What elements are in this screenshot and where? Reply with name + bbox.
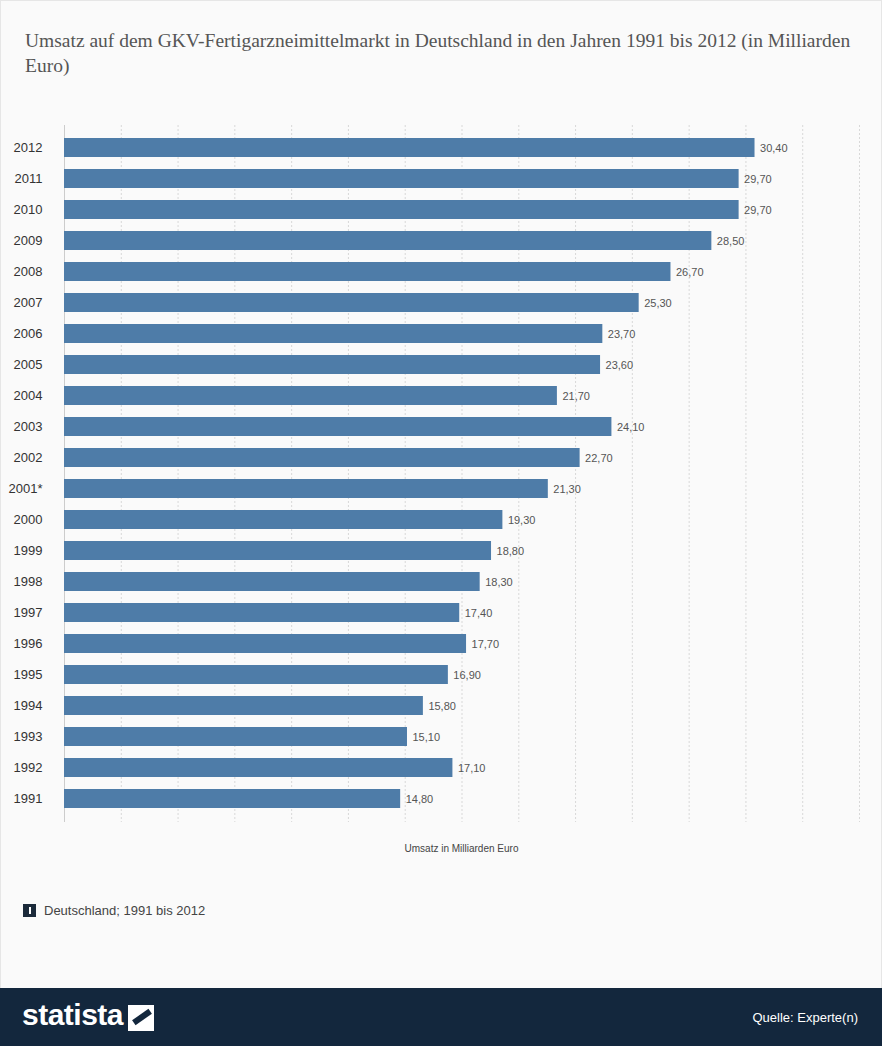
svg-text:17,40: 17,40 bbox=[465, 607, 493, 619]
svg-text:15,80: 15,80 bbox=[428, 700, 456, 712]
html-text:Umsatz in Milliarden Euro: Umsatz in Milliarden Euro bbox=[404, 843, 519, 854]
svg-text:17,70: 17,70 bbox=[472, 638, 500, 650]
html-text:statista: statista bbox=[22, 998, 123, 1031]
svg-text:16,90: 16,90 bbox=[453, 669, 481, 681]
svg-text:1994: 1994 bbox=[14, 698, 43, 713]
svg-text:2003: 2003 bbox=[14, 419, 43, 434]
svg-text:2006: 2006 bbox=[14, 326, 43, 341]
svg-text:19,30: 19,30 bbox=[508, 514, 536, 526]
svg-text:18,80: 18,80 bbox=[497, 545, 525, 557]
svg-text:18,30: 18,30 bbox=[485, 576, 513, 588]
svg-text:1997: 1997 bbox=[14, 605, 43, 620]
svg-text:23,60: 23,60 bbox=[606, 359, 634, 371]
svg-text:26,70: 26,70 bbox=[676, 266, 704, 278]
svg-text:2002: 2002 bbox=[14, 450, 43, 465]
html-text:Quelle: Experte(n): Quelle: Experte(n) bbox=[752, 1010, 858, 1025]
svg-text:2009: 2009 bbox=[14, 233, 43, 248]
svg-text:1991: 1991 bbox=[14, 791, 43, 806]
svg-text:1995: 1995 bbox=[14, 667, 43, 682]
svg-text:2004: 2004 bbox=[14, 388, 43, 403]
svg-text:1998: 1998 bbox=[14, 574, 43, 589]
svg-text:2005: 2005 bbox=[14, 357, 43, 372]
html-text:Deutschland; 1991 bis 2012: Deutschland; 1991 bis 2012 bbox=[44, 903, 206, 918]
svg-text:2008: 2008 bbox=[14, 264, 43, 279]
svg-text:1999: 1999 bbox=[14, 543, 43, 558]
svg-text:21,30: 21,30 bbox=[553, 483, 581, 495]
svg-text:21,70: 21,70 bbox=[562, 390, 590, 402]
svg-text:2000: 2000 bbox=[14, 512, 43, 527]
svg-text:2012: 2012 bbox=[14, 140, 43, 155]
svg-text:29,70: 29,70 bbox=[744, 204, 772, 216]
svg-text:14,80: 14,80 bbox=[406, 793, 434, 805]
svg-text:25,30: 25,30 bbox=[644, 297, 672, 309]
svg-text:23,70: 23,70 bbox=[608, 328, 636, 340]
svg-text:2007: 2007 bbox=[14, 295, 43, 310]
svg-text:28,50: 28,50 bbox=[717, 235, 745, 247]
svg-text:15,10: 15,10 bbox=[412, 731, 440, 743]
svg-text:24,10: 24,10 bbox=[617, 421, 645, 433]
html-text:Umsatz auf dem GKV-Fertigarzne: Umsatz auf dem GKV-Fertigarzneimittelmar… bbox=[25, 30, 851, 76]
svg-text:2010: 2010 bbox=[14, 202, 43, 217]
svg-text:1992: 1992 bbox=[14, 760, 43, 775]
svg-text:22,70: 22,70 bbox=[585, 452, 613, 464]
svg-text:2011: 2011 bbox=[15, 171, 43, 186]
svg-text:2001*: 2001* bbox=[9, 481, 43, 496]
svg-text:30,40: 30,40 bbox=[760, 142, 788, 154]
svg-text:1996: 1996 bbox=[14, 636, 43, 651]
svg-text:1993: 1993 bbox=[14, 729, 43, 744]
svg-text:29,70: 29,70 bbox=[744, 173, 772, 185]
svg-text:17,10: 17,10 bbox=[458, 762, 486, 774]
